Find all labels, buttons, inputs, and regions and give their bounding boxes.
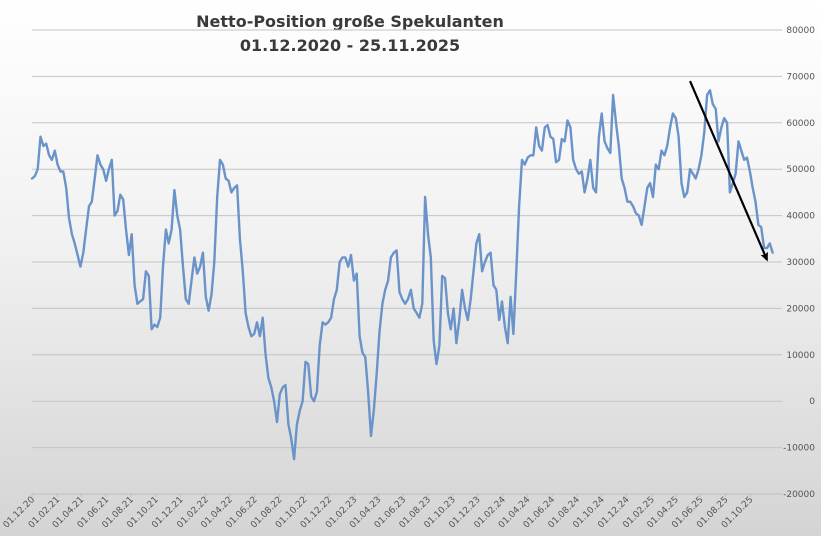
- series-line: [30, 89, 774, 461]
- chart-title-block: Netto-Position große Spekulanten 01.12.2…: [150, 10, 550, 58]
- annotation-group: [689, 80, 768, 262]
- chart-title: Netto-Position große Spekulanten: [196, 12, 504, 31]
- y-tick-label: 70000: [786, 72, 815, 82]
- trend-arrow: [689, 80, 768, 262]
- y-tick-label: 80000: [786, 26, 815, 36]
- chart-subtitle: 01.12.2020 - 25.11.2025: [239, 36, 461, 55]
- y-tick-label: 30000: [786, 258, 815, 268]
- y-tick-label: 20000: [786, 304, 815, 314]
- x-axis-tick-labels: 01.12.2001.02.2101.04.2101.06.2101.08.21…: [2, 494, 755, 530]
- y-tick-label: -20000: [783, 490, 815, 500]
- y-axis-tick-labels: 80000 70000 60000 50000 40000 30000 20000 10000…: [783, 26, 815, 500]
- series-group: [30, 89, 774, 461]
- y-tick-label: 60000: [786, 119, 815, 129]
- y-tick-label: 40000: [786, 212, 815, 222]
- y-tick-label: -10000: [783, 444, 815, 454]
- y-tick-label: 0: [809, 397, 815, 407]
- gridlines: [32, 29, 782, 495]
- y-tick-label: 50000: [786, 165, 815, 175]
- y-tick-label: 10000: [786, 351, 815, 361]
